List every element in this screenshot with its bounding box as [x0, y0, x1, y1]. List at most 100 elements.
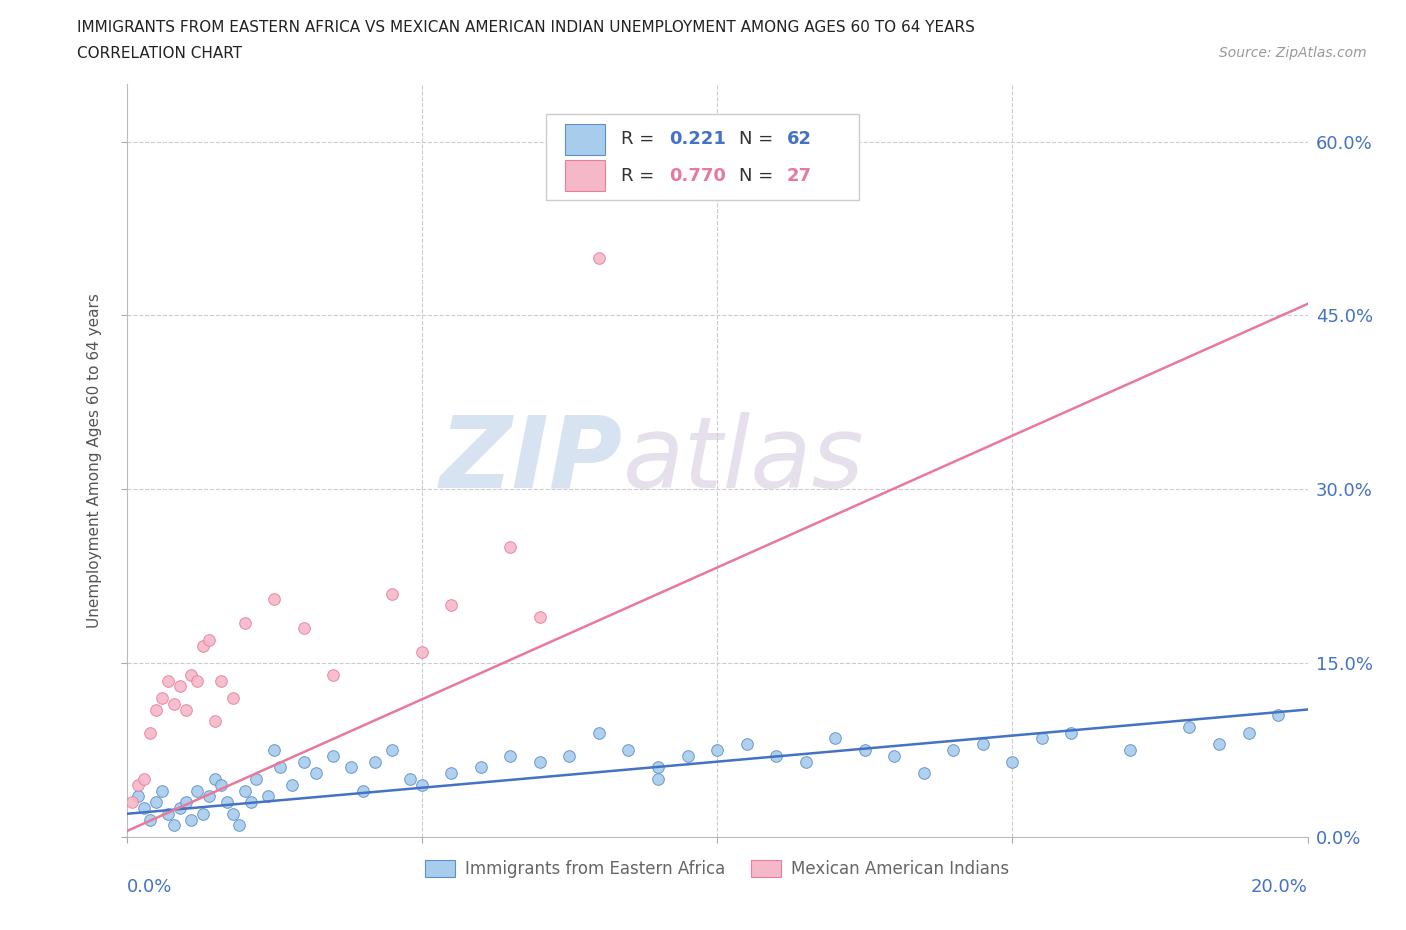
- Point: [340, 760, 363, 775]
- Point: [263, 592, 285, 607]
- Point: [1237, 725, 1260, 740]
- Point: [381, 586, 404, 601]
- Point: [588, 250, 610, 265]
- Point: [588, 725, 610, 740]
- Text: IMMIGRANTS FROM EASTERN AFRICA VS MEXICAN AMERICAN INDIAN UNEMPLOYMENT AMONG AGE: IMMIGRANTS FROM EASTERN AFRICA VS MEXICA…: [77, 20, 976, 35]
- Text: N =: N =: [740, 166, 779, 184]
- Point: [617, 743, 640, 758]
- Point: [912, 765, 935, 780]
- Point: [1001, 754, 1024, 769]
- Point: [883, 749, 905, 764]
- Text: atlas: atlas: [623, 412, 865, 509]
- Point: [245, 772, 267, 787]
- Point: [676, 749, 699, 764]
- Text: R =: R =: [621, 130, 661, 149]
- Point: [134, 772, 156, 787]
- Point: [706, 743, 728, 758]
- Point: [853, 743, 876, 758]
- Legend: Immigrants from Eastern Africa, Mexican American Indians: Immigrants from Eastern Africa, Mexican …: [419, 854, 1015, 885]
- Text: ZIP: ZIP: [440, 412, 623, 509]
- FancyBboxPatch shape: [565, 160, 605, 192]
- Point: [209, 673, 232, 688]
- Text: R =: R =: [621, 166, 661, 184]
- Point: [233, 615, 256, 630]
- Point: [215, 795, 238, 810]
- Point: [204, 772, 226, 787]
- Point: [257, 789, 280, 804]
- Point: [150, 783, 173, 798]
- Point: [529, 754, 551, 769]
- Point: [470, 760, 492, 775]
- Point: [169, 801, 191, 816]
- Point: [198, 789, 221, 804]
- Text: 0.221: 0.221: [669, 130, 725, 149]
- Point: [440, 765, 463, 780]
- Point: [292, 621, 315, 636]
- Point: [1119, 743, 1142, 758]
- Point: [193, 806, 215, 821]
- Point: [169, 679, 191, 694]
- Point: [174, 702, 197, 717]
- Point: [228, 818, 250, 833]
- Point: [127, 789, 149, 804]
- Point: [222, 806, 245, 821]
- Text: 0.770: 0.770: [669, 166, 725, 184]
- Point: [1267, 708, 1289, 723]
- Point: [127, 777, 149, 792]
- Point: [209, 777, 232, 792]
- Point: [263, 743, 285, 758]
- Point: [558, 749, 581, 764]
- Point: [156, 673, 179, 688]
- Text: N =: N =: [740, 130, 779, 149]
- Point: [163, 697, 186, 711]
- Point: [163, 818, 186, 833]
- Text: 0.0%: 0.0%: [127, 878, 172, 896]
- Point: [647, 760, 669, 775]
- Point: [174, 795, 197, 810]
- Point: [198, 632, 221, 647]
- Point: [529, 609, 551, 624]
- Point: [735, 737, 758, 751]
- Point: [440, 598, 463, 613]
- Text: 62: 62: [787, 130, 811, 149]
- Point: [411, 644, 433, 659]
- Point: [156, 806, 179, 821]
- Point: [1060, 725, 1083, 740]
- Text: 20.0%: 20.0%: [1251, 878, 1308, 896]
- Point: [121, 795, 143, 810]
- Point: [972, 737, 994, 751]
- Point: [381, 743, 404, 758]
- Point: [186, 783, 208, 798]
- Point: [150, 690, 173, 705]
- Point: [363, 754, 385, 769]
- Point: [134, 801, 156, 816]
- Point: [765, 749, 787, 764]
- Point: [139, 725, 162, 740]
- Point: [180, 668, 202, 683]
- Point: [647, 772, 669, 787]
- Point: [239, 795, 262, 810]
- Point: [399, 772, 422, 787]
- Point: [292, 754, 315, 769]
- Point: [139, 812, 162, 827]
- Point: [180, 812, 202, 827]
- Point: [186, 673, 208, 688]
- Point: [352, 783, 374, 798]
- Point: [322, 668, 344, 683]
- Point: [145, 702, 167, 717]
- Text: Source: ZipAtlas.com: Source: ZipAtlas.com: [1219, 46, 1367, 60]
- Text: 27: 27: [787, 166, 811, 184]
- Point: [204, 713, 226, 728]
- FancyBboxPatch shape: [546, 113, 859, 201]
- Point: [942, 743, 965, 758]
- Point: [499, 539, 522, 554]
- Point: [794, 754, 817, 769]
- Text: CORRELATION CHART: CORRELATION CHART: [77, 46, 242, 61]
- Point: [233, 783, 256, 798]
- Point: [304, 765, 326, 780]
- Point: [1208, 737, 1230, 751]
- Point: [145, 795, 167, 810]
- FancyBboxPatch shape: [565, 124, 605, 155]
- Point: [411, 777, 433, 792]
- Point: [222, 690, 245, 705]
